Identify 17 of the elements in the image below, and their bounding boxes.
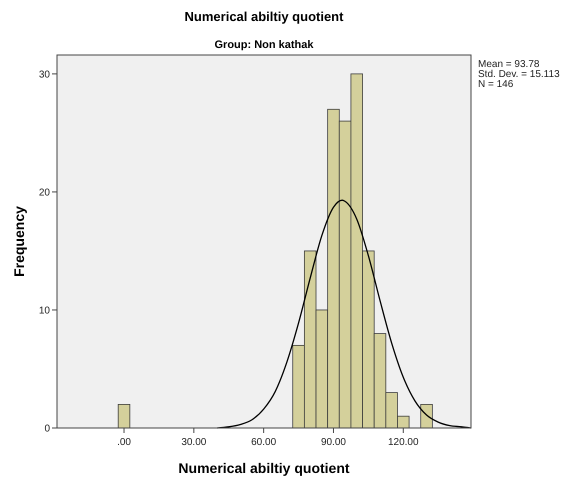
- line-series: [216, 200, 472, 429]
- x-tick-label: 60.00: [251, 437, 277, 448]
- chart-title: Numerical abiltiy quotient: [184, 9, 344, 24]
- y-tick-label: 10: [38, 305, 50, 316]
- text: Mean = 93.78: [478, 59, 540, 70]
- x-tick-label: .00: [117, 437, 132, 448]
- y-tick-label: 20: [38, 187, 50, 198]
- text: N = 146: [478, 79, 514, 90]
- text: Std. Dev. = 15.113: [478, 69, 560, 80]
- y-axis-title: Frequency: [11, 206, 27, 277]
- y-tick-label: 30: [38, 69, 50, 80]
- x-tick-label: 120.00: [388, 437, 420, 448]
- y-tick-label: 0: [44, 424, 50, 434]
- x-axis-title: Numerical abiltiy quotient: [178, 460, 350, 476]
- chart-subtitle: Group: Non kathak: [214, 39, 314, 51]
- x-tick-label: 30.00: [181, 437, 207, 448]
- x-tick-label: 90.00: [320, 437, 346, 448]
